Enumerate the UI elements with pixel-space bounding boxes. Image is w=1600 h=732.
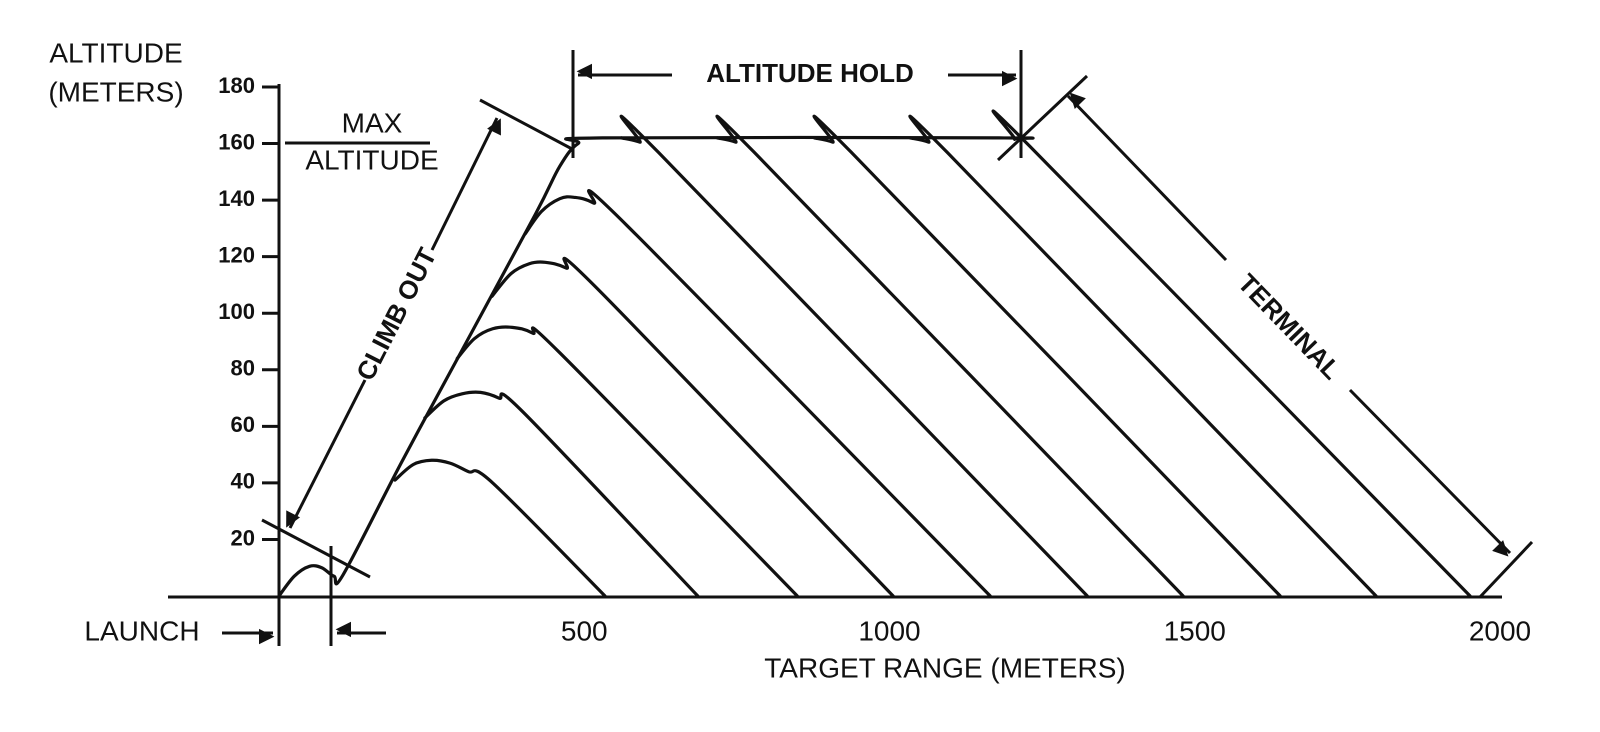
y-tick-label: 100 xyxy=(218,299,255,324)
x-tick-label: 500 xyxy=(561,615,608,646)
y-axis-title: ALTITUDE xyxy=(49,37,182,68)
x-tick-label: 1000 xyxy=(858,615,920,646)
trajectory xyxy=(715,114,1185,598)
x-axis-title: TARGET RANGE (METERS) xyxy=(764,652,1125,683)
y-tick-label: 180 xyxy=(218,73,255,98)
y-tick-label: 160 xyxy=(218,129,255,154)
y-tick-label: 140 xyxy=(218,186,255,211)
max-altitude-label: MAX xyxy=(342,107,403,138)
trajectory xyxy=(523,189,992,598)
trajectory xyxy=(619,114,1089,598)
x-tick-label: 1500 xyxy=(1164,615,1226,646)
x-tick-label: 2000 xyxy=(1469,615,1531,646)
y-tick-label: 20 xyxy=(231,525,255,550)
terminal-arrow xyxy=(1348,388,1512,557)
climb-end-marker xyxy=(479,98,575,152)
terminal-start-marker xyxy=(996,74,1089,162)
trajectory xyxy=(393,458,607,598)
climb-out-arrow xyxy=(286,379,367,529)
y-tick-label: 120 xyxy=(218,242,255,267)
launch-label: LAUNCH xyxy=(84,615,199,646)
trajectory xyxy=(455,325,799,598)
climb-out-label: CLIMB OUT xyxy=(350,243,442,385)
terminal-end-marker xyxy=(1478,540,1534,599)
altitude-hold-label: ALTITUDE HOLD xyxy=(706,58,914,88)
trajectory xyxy=(490,256,895,598)
y-axis-title: (METERS) xyxy=(48,76,183,107)
y-tick-label: 60 xyxy=(231,412,255,437)
climb-out-arrow xyxy=(430,117,501,251)
climb-start-marker xyxy=(261,518,371,579)
trajectory xyxy=(423,390,700,598)
y-tick-label: 80 xyxy=(231,356,255,381)
terminal-arrow xyxy=(1066,92,1228,262)
trajectory xyxy=(812,114,1282,598)
trajectory xyxy=(908,114,1378,598)
trajectory xyxy=(277,109,1472,598)
max-altitude-label: ALTITUDE xyxy=(305,144,438,175)
y-tick-label: 40 xyxy=(231,469,255,494)
